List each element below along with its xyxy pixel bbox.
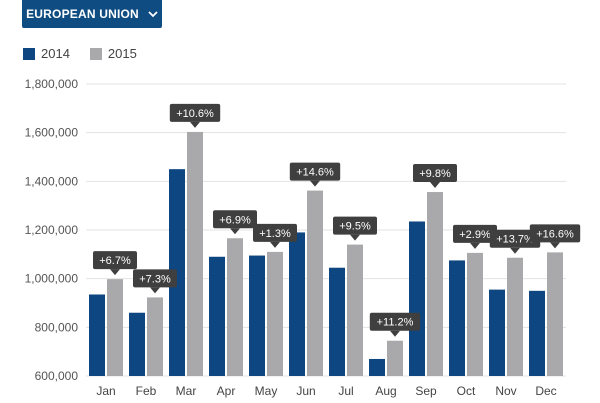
annotation-pointer	[470, 242, 480, 249]
y-tick-label: 1,400,000	[25, 174, 79, 188]
x-tick-label: Feb	[136, 384, 157, 398]
annotation-pointer	[150, 287, 160, 294]
legend-swatch-2014	[23, 47, 35, 60]
bar-2015-oct	[467, 252, 483, 376]
x-tick-label: Apr	[217, 384, 236, 398]
bar-2015-mar	[187, 131, 203, 376]
annotation-box	[253, 223, 297, 242]
legend-item-2015[interactable]: 2015	[89, 46, 137, 61]
annotation-box	[333, 216, 377, 235]
x-tick-label: Jul	[338, 384, 353, 398]
annotation-pointer	[270, 241, 280, 248]
bar-2015-jan	[107, 279, 123, 376]
bar-2014-nov	[489, 289, 505, 376]
chevron-down-icon	[148, 10, 158, 18]
bar-2015-feb	[147, 297, 163, 376]
y-tick-label: 1,800,000	[25, 77, 79, 91]
annotation-label: +2.9%	[459, 229, 491, 241]
annotation-box	[213, 210, 257, 229]
annotation-label: +9.8%	[419, 168, 451, 180]
bar-2014-jul	[329, 267, 345, 376]
annotation-label: +1.3%	[259, 228, 291, 240]
bar-2014-may	[249, 255, 265, 376]
x-tick-label: Jan	[96, 384, 115, 398]
annotation-label: +10.6%	[176, 108, 214, 120]
x-tick-label: Oct	[457, 384, 476, 398]
legend-swatch-2015	[89, 47, 102, 60]
x-tick-label: Aug	[375, 384, 396, 398]
bar-2014-jan	[89, 294, 105, 376]
annotation-label: +16.6%	[536, 228, 574, 240]
x-tick-label: Sep	[415, 384, 437, 398]
chart-legend: 2014 2015	[23, 46, 157, 61]
bar-2014-feb	[129, 312, 145, 376]
annotation-label: +9.5%	[339, 221, 371, 233]
annotation-pointer	[550, 242, 560, 249]
bar-2015-sep	[427, 192, 443, 376]
bar-2015-may	[267, 251, 283, 376]
x-tick-label: Dec	[535, 384, 556, 398]
annotation-box	[453, 224, 497, 243]
annotation-pointer	[190, 121, 200, 128]
annotation-label: +6.9%	[219, 214, 251, 226]
x-tick-label: Nov	[495, 384, 516, 398]
bar-2014-apr	[209, 256, 225, 376]
annotation-box	[133, 269, 177, 288]
annotation-pointer	[430, 182, 440, 189]
y-tick-label: 1,200,000	[25, 223, 79, 237]
legend-item-2014[interactable]: 2014	[23, 46, 70, 61]
annotation-label: +11.2%	[377, 317, 414, 329]
annotation-box	[489, 229, 541, 248]
y-tick-label: 800,000	[35, 320, 79, 334]
annotation-box	[413, 164, 457, 183]
annotation-pointer	[110, 269, 120, 276]
bar-2014-sep	[409, 221, 425, 376]
y-tick-label: 600,000	[35, 369, 79, 383]
y-tick-label: 1,600,000	[25, 126, 79, 140]
annotation-pointer	[510, 247, 520, 254]
bar-2015-jun	[307, 190, 323, 376]
annotation-label: +13.7%	[496, 234, 534, 246]
annotation-label: +6.7%	[99, 255, 131, 267]
annotation-pointer	[350, 234, 360, 241]
annotation-box	[289, 162, 341, 181]
x-tick-label: May	[255, 384, 278, 398]
annotation-pointer	[310, 180, 320, 187]
bar-2015-aug	[387, 340, 403, 376]
annotation-box	[93, 251, 137, 270]
annotation-label: +14.6%	[296, 167, 334, 179]
annotation-box	[369, 312, 421, 331]
legend-label-2015: 2015	[107, 46, 137, 61]
annotation-box	[529, 224, 581, 243]
region-dropdown[interactable]: EUROPEAN UNION	[22, 0, 162, 28]
bar-2015-dec	[547, 252, 563, 376]
annotation-box	[169, 103, 221, 122]
x-tick-label: Mar	[176, 384, 197, 398]
x-tick-label: Jun	[296, 384, 315, 398]
bar-2014-jun	[289, 232, 305, 376]
legend-label-2014: 2014	[41, 46, 70, 61]
annotation-pointer	[390, 330, 400, 337]
bar-2015-jul	[347, 244, 363, 376]
bar-2014-oct	[449, 260, 465, 376]
annotation-pointer	[230, 228, 240, 235]
bar-2015-apr	[227, 238, 243, 376]
bar-2014-aug	[369, 358, 385, 376]
region-dropdown-label: EUROPEAN UNION	[26, 7, 139, 21]
bar-2014-dec	[529, 290, 545, 376]
y-tick-label: 1,000,000	[25, 272, 79, 286]
annotation-label: +7.3%	[139, 273, 171, 285]
bar-2015-nov	[507, 257, 523, 376]
